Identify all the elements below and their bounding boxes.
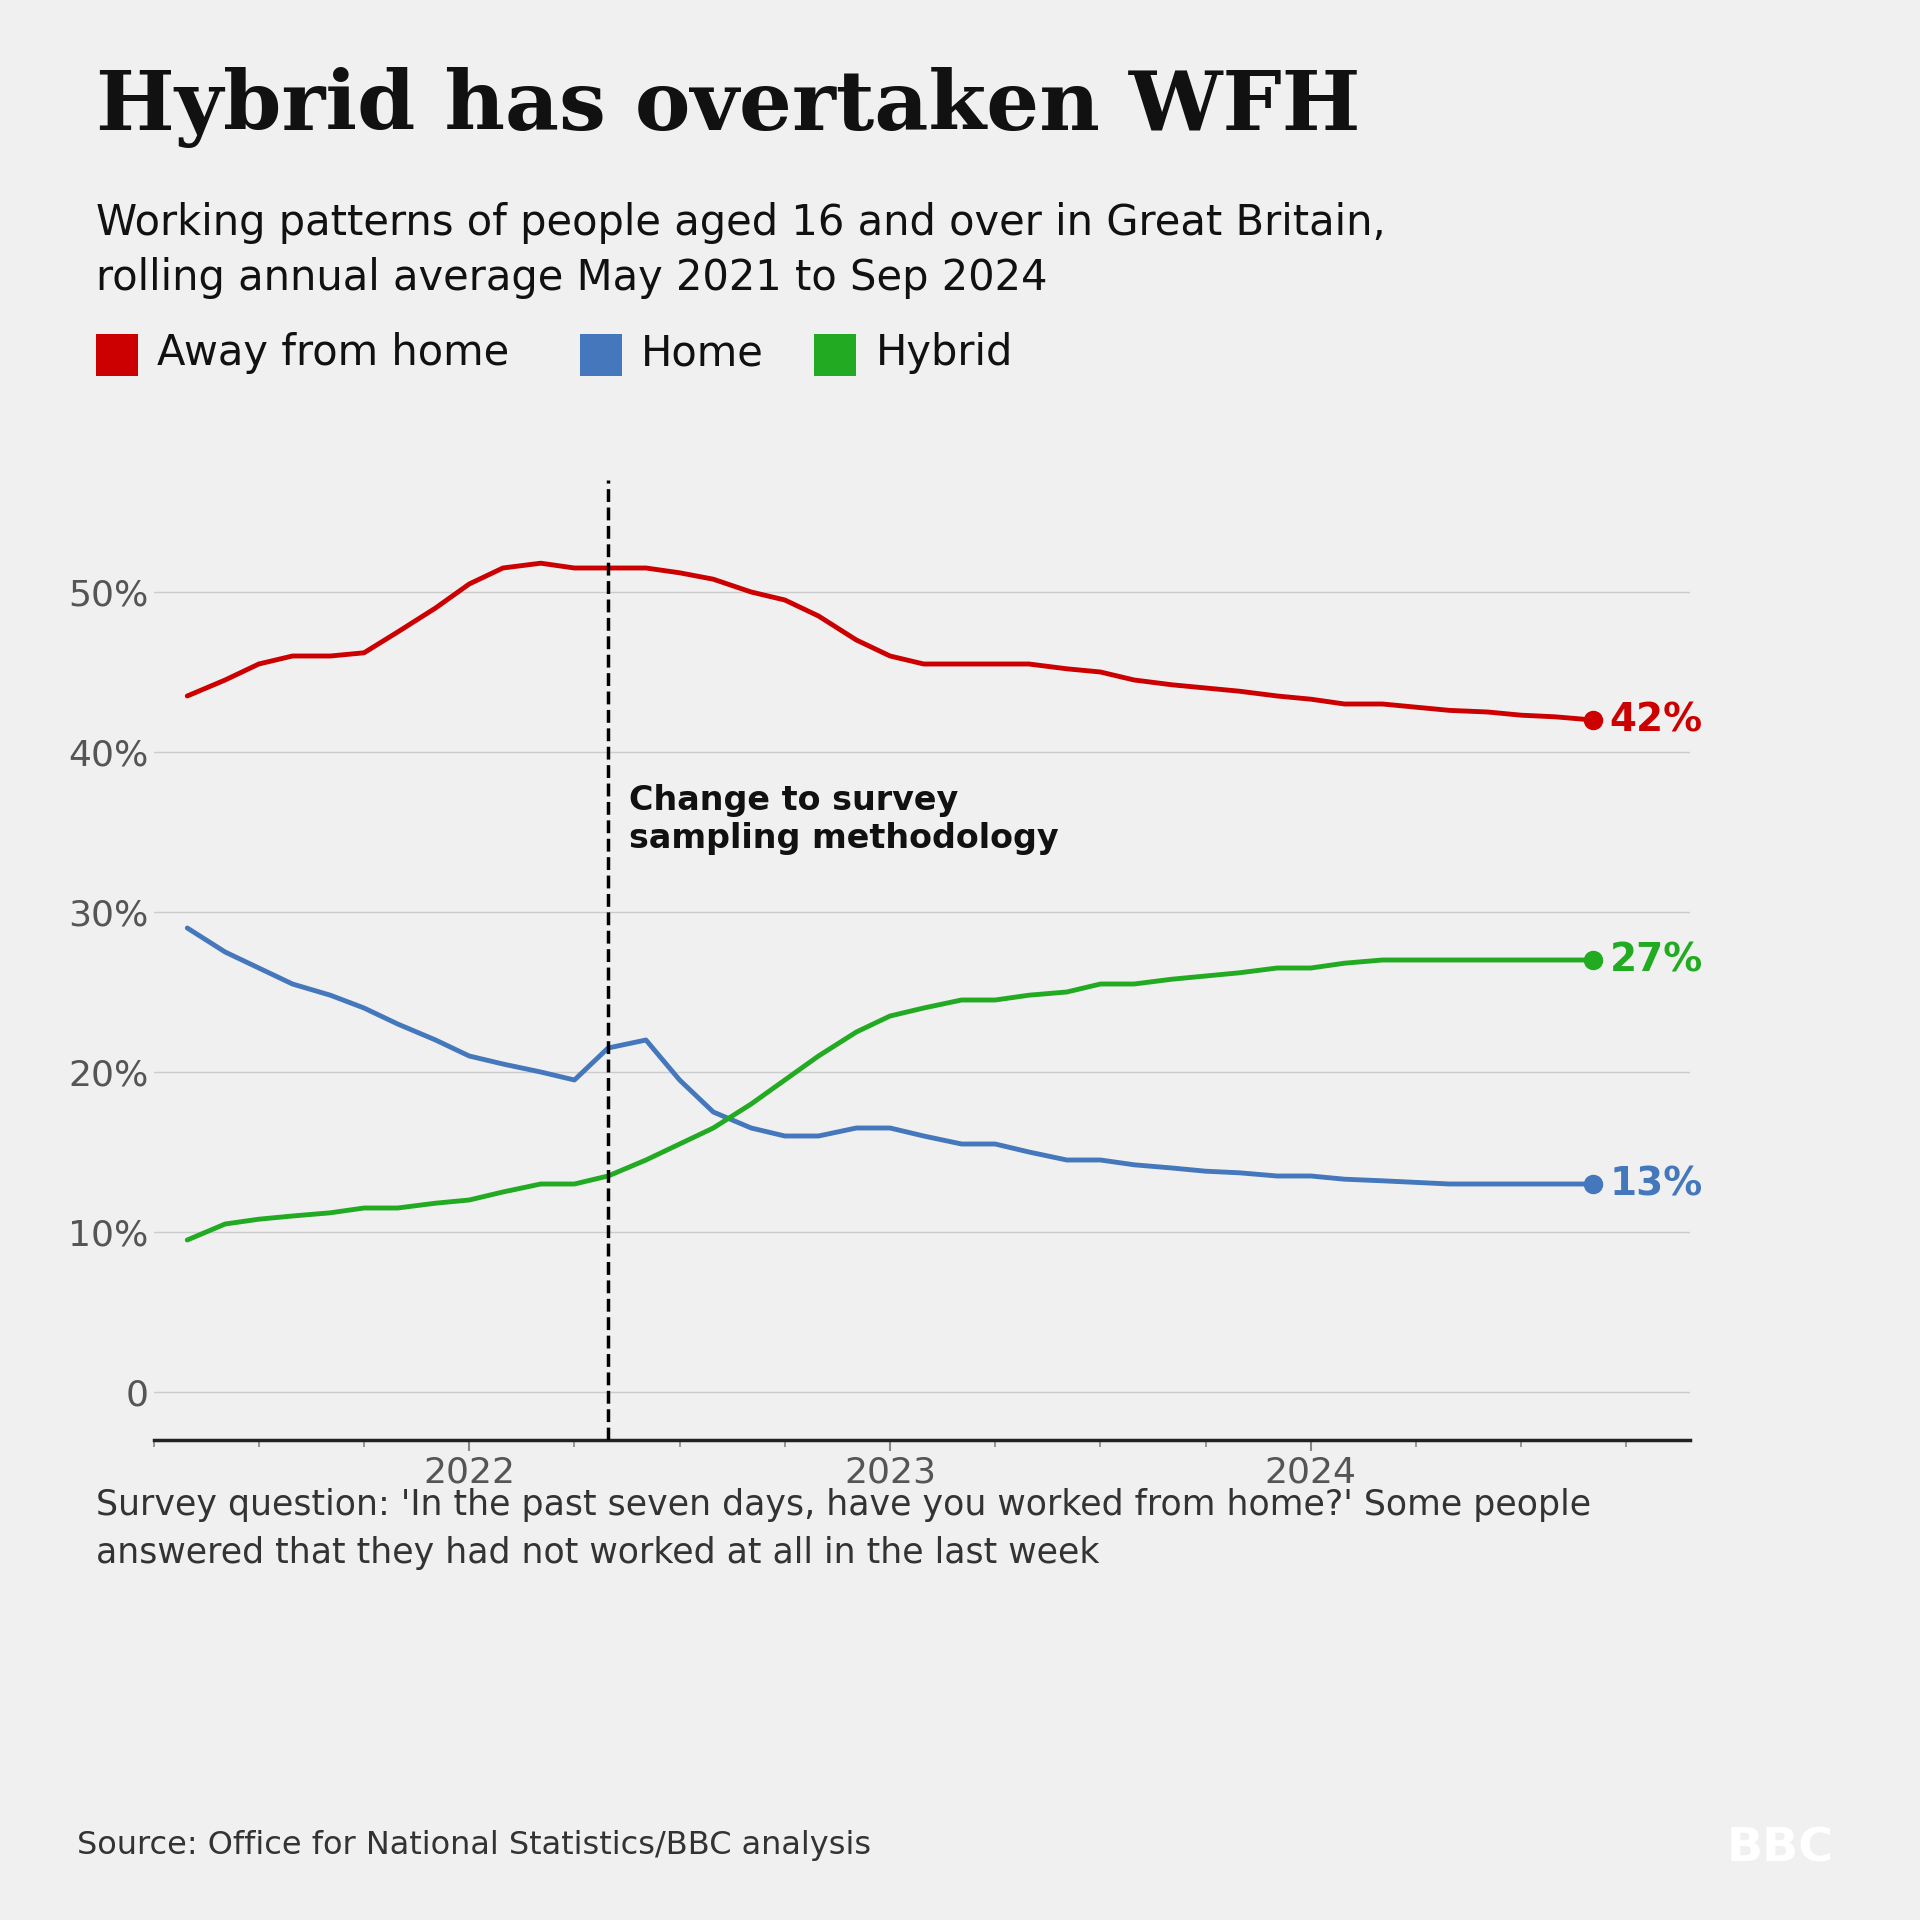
- Text: BBC: BBC: [1726, 1826, 1834, 1872]
- Text: Source: Office for National Statistics/BBC analysis: Source: Office for National Statistics/B…: [77, 1830, 872, 1860]
- Text: Change to survey
sampling methodology: Change to survey sampling methodology: [630, 783, 1058, 854]
- Bar: [814, 334, 856, 376]
- Text: Away from home: Away from home: [157, 332, 509, 374]
- Bar: [580, 334, 622, 376]
- Text: Hybrid: Hybrid: [876, 332, 1014, 374]
- Bar: [96, 334, 138, 376]
- Text: Hybrid has overtaken WFH: Hybrid has overtaken WFH: [96, 67, 1361, 148]
- Text: 27%: 27%: [1609, 941, 1703, 979]
- Text: Home: Home: [641, 332, 764, 374]
- Text: 13%: 13%: [1609, 1165, 1703, 1204]
- Text: Survey question: 'In the past seven days, have you worked from home?' Some peopl: Survey question: 'In the past seven days…: [96, 1488, 1592, 1569]
- Text: Working patterns of people aged 16 and over in Great Britain,
rolling annual ave: Working patterns of people aged 16 and o…: [96, 202, 1386, 300]
- Text: 42%: 42%: [1609, 701, 1703, 739]
